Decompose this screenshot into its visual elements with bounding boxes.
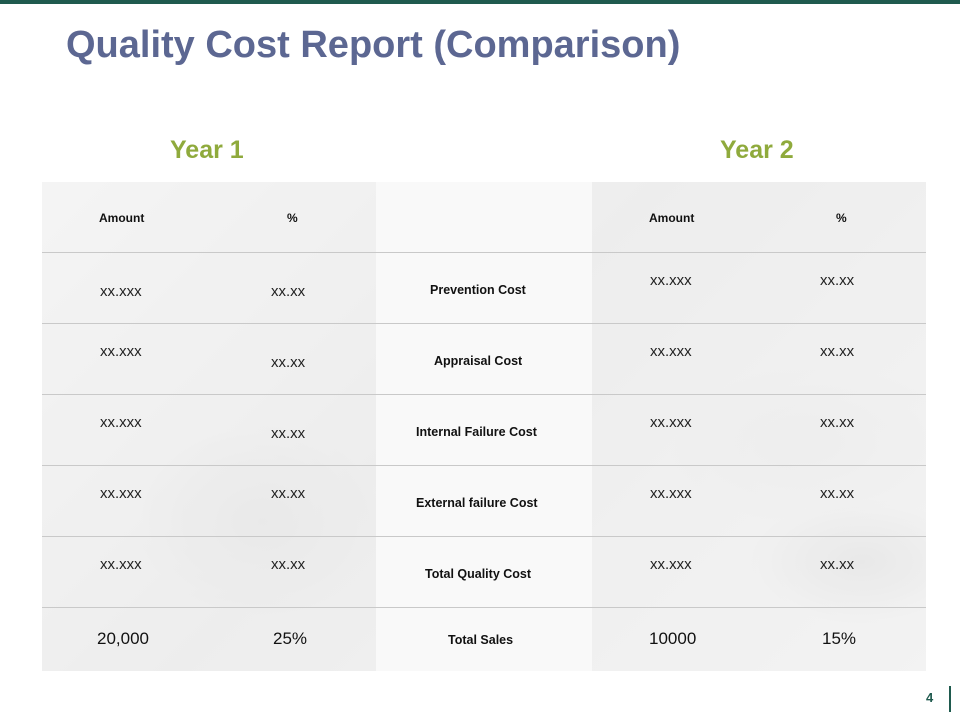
table-row: xx.xxx xx.xx Internal Failure Cost xx.xx… <box>42 395 926 466</box>
y1-pct: xx.xx <box>271 556 306 573</box>
row-label: Appraisal Cost <box>434 354 523 368</box>
y2-amount: xx.xxx <box>650 272 692 289</box>
y2-amount: xx.xxx <box>650 343 692 360</box>
row-label: External failure Cost <box>416 496 538 510</box>
page-number-divider <box>949 686 951 712</box>
y1-amount: xx.xxx <box>100 485 142 502</box>
y2-amount: xx.xxx <box>650 414 692 431</box>
row-label: Prevention Cost <box>430 283 526 297</box>
y2-amount: xx.xxx <box>650 485 692 502</box>
y2-pct: xx.xx <box>820 485 855 502</box>
y2-pct: xx.xx <box>820 272 855 289</box>
y1-pct: xx.xx <box>271 485 306 502</box>
y1-amount: xx.xxx <box>100 343 142 360</box>
y2-pct: xx.xx <box>820 414 855 431</box>
y1-amount: xx.xxx <box>100 556 142 573</box>
header-y2-pct: % <box>836 211 847 225</box>
page-title: Quality Cost Report (Comparison) <box>66 24 681 66</box>
y1-pct: 25% <box>273 629 308 648</box>
table-row: xx.xxx xx.xx Appraisal Cost xx.xxx xx.xx <box>42 324 926 395</box>
year-1-heading: Year 1 <box>170 136 244 164</box>
header-y1-amount: Amount <box>99 211 145 225</box>
table-row: xx.xxx xx.xx Prevention Cost xx.xxx xx.x… <box>42 253 926 324</box>
y1-amount: xx.xxx <box>100 414 142 431</box>
y2-amount: xx.xxx <box>650 556 692 573</box>
row-label: Internal Failure Cost <box>416 425 537 439</box>
table-row: xx.xxx xx.xx External failure Cost xx.xx… <box>42 466 926 537</box>
top-accent-rule <box>0 0 960 4</box>
comparison-table: Amount % Amount % xx.xxx xx.xx Preventio… <box>42 182 926 671</box>
y1-pct: xx.xx <box>271 283 306 300</box>
y2-pct: 15% <box>822 629 857 648</box>
header-y2-amount: Amount <box>649 211 695 225</box>
category-column <box>376 182 592 671</box>
y2-pct: xx.xx <box>820 556 855 573</box>
header-y1-pct: % <box>287 211 298 225</box>
year-2-heading: Year 2 <box>720 136 794 164</box>
page-number: 4 <box>926 690 934 705</box>
header-row: Amount % Amount % <box>42 182 926 253</box>
row-label: Total Quality Cost <box>425 567 532 581</box>
row-label: Total Sales <box>448 633 514 647</box>
y1-pct: xx.xx <box>271 354 306 371</box>
y2-amount: 10000 <box>649 629 697 648</box>
y1-amount: 20,000 <box>97 629 149 648</box>
table-row-total-sales: 20,000 25% Total Sales 10000 15% <box>42 608 926 671</box>
y1-amount: xx.xxx <box>100 283 142 300</box>
y1-pct: xx.xx <box>271 425 306 442</box>
y2-pct: xx.xx <box>820 343 855 360</box>
table-row: xx.xxx xx.xx Total Quality Cost xx.xxx x… <box>42 537 926 608</box>
